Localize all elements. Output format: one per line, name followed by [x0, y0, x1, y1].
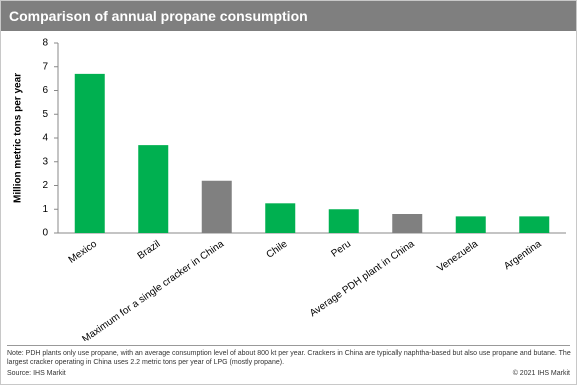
bar	[519, 216, 550, 233]
y-tick-label: 6	[42, 85, 48, 96]
separator	[7, 345, 570, 346]
y-tick-label: 8	[42, 38, 48, 49]
y-tick-label: 5	[42, 109, 48, 120]
x-tick-label: Venezuela	[435, 238, 480, 274]
x-tick-label: Average PDH plant in China	[308, 238, 417, 319]
y-axis-label: Million metric tons per year	[13, 73, 24, 203]
x-tick-label: Brazil	[136, 239, 163, 262]
chart: Million metric tons per year 0 1 2 3 4 5 6 7 8 Me…	[13, 38, 566, 341]
x-tick-label: Mexico	[67, 238, 100, 265]
bar	[328, 209, 359, 233]
bar	[265, 203, 296, 233]
note: Note: PDH plants only use propane, with …	[7, 350, 571, 366]
copyright: © 2021 IHS Markit	[512, 370, 570, 377]
y-tick-label: 4	[42, 133, 48, 144]
bar	[138, 145, 169, 233]
bar	[455, 216, 486, 233]
y-tick-label: 2	[42, 180, 48, 191]
y-tick-label: 7	[42, 61, 48, 72]
x-tick-label: Peru	[329, 239, 353, 260]
title-bar: Comparison of annual propane consumption	[1, 1, 576, 31]
x-tick-label: Argentina	[502, 238, 544, 272]
bar	[392, 214, 423, 233]
y-tick-label: 0	[42, 228, 48, 239]
chart-title: Comparison of annual propane consumption	[9, 8, 308, 24]
x-tick-label: Chile	[265, 238, 290, 260]
bar	[74, 73, 105, 233]
bar	[201, 180, 232, 233]
source: Source: IHS Markit	[7, 370, 66, 377]
y-tick-label: 1	[42, 204, 48, 215]
y-tick-label: 3	[42, 156, 48, 167]
